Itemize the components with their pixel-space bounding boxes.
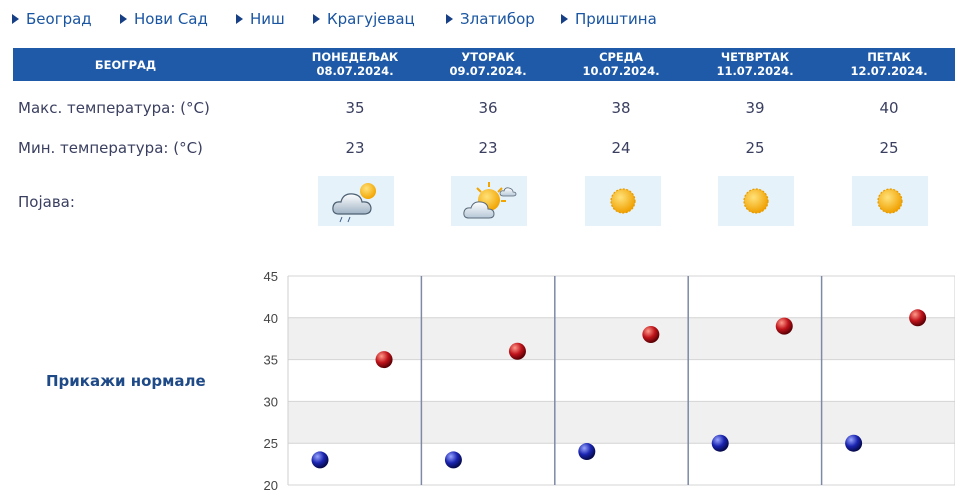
max-temp-value: 39 [745, 99, 765, 117]
header-day-4: ЧЕТВРТАК 11.07.2024. [689, 50, 821, 78]
min-temp-label: Мин. температура: (°C) [18, 139, 203, 157]
max-temp-value: 36 [478, 99, 498, 117]
chart-band [288, 359, 955, 402]
sun-icon [877, 188, 903, 214]
max-temp-point [775, 317, 793, 335]
max-temp-value: 35 [345, 99, 365, 117]
weather-tile [318, 176, 394, 226]
min-temp-value: 25 [745, 139, 765, 157]
max-temp-point [642, 326, 660, 344]
day-name: СРЕДА [599, 50, 643, 64]
chart-points [311, 309, 927, 469]
forecast-header: БЕОГРАД ПОНЕДЕЉАК 08.07.2024. УТОРАК 09.… [13, 48, 955, 81]
max-temp-point [375, 351, 393, 369]
sun-cloud-icon [463, 182, 517, 219]
city-link-beograd[interactable]: Београд [12, 8, 92, 30]
city-link-zlatibor[interactable]: Златибор [446, 8, 535, 30]
max-temp-point [508, 342, 526, 360]
show-normals-button[interactable]: Прикажи нормале [46, 372, 206, 390]
y-tick-label: 40 [264, 311, 278, 326]
header-day-2: УТОРАК 09.07.2024. [422, 50, 554, 78]
day-name: УТОРАК [461, 50, 515, 64]
weather-tile [718, 176, 794, 226]
chart-bands [288, 276, 955, 485]
city-link-label: Крагујевац [327, 10, 415, 28]
chart-band [288, 276, 955, 318]
min-temp-point [711, 434, 729, 452]
day-date: 09.07.2024. [449, 64, 527, 78]
y-tick-label: 25 [264, 436, 278, 451]
city-link-label: Приштина [575, 10, 657, 28]
y-tick-label: 30 [264, 394, 278, 409]
min-temp-point [578, 443, 596, 461]
header-day-3: СРЕДА 10.07.2024. [555, 50, 687, 78]
chart-band [288, 317, 955, 360]
min-temp-value: 25 [879, 139, 899, 157]
cloud-rain-sun-icon [332, 183, 376, 223]
day-name: ЧЕТВРТАК [720, 50, 790, 64]
min-temp-point [444, 451, 462, 469]
min-temp-value: 24 [611, 139, 631, 157]
y-tick-label: 45 [264, 269, 278, 284]
sun-icon [743, 188, 769, 214]
arrow-right-icon [561, 14, 568, 24]
y-tick-label: 20 [264, 478, 278, 493]
day-date: 12.07.2024. [850, 64, 928, 78]
day-name: ПОНЕДЕЉАК [311, 50, 399, 64]
min-temp-value: 23 [478, 139, 498, 157]
min-temp-point [845, 434, 863, 452]
min-temp-point [311, 451, 329, 469]
weather-tile [585, 176, 661, 226]
city-link-label: Нови Сад [134, 10, 208, 28]
chart-gridlines [287, 275, 955, 486]
chart-band [288, 443, 955, 485]
max-temp-value: 38 [611, 99, 631, 117]
max-temp-point [909, 309, 927, 327]
city-link-novi-sad[interactable]: Нови Сад [120, 8, 208, 30]
chart-y-axis: 45 40 35 30 25 20 [264, 269, 278, 493]
max-temp-value: 40 [879, 99, 899, 117]
city-link-label: Ниш [250, 10, 285, 28]
header-city-name: БЕОГРАД [94, 57, 157, 72]
day-name: ПЕТАК [867, 50, 911, 64]
weather-tile [451, 176, 527, 226]
arrow-right-icon [446, 14, 453, 24]
day-date: 08.07.2024. [316, 64, 394, 78]
city-link-label: Београд [26, 10, 92, 28]
max-temp-label: Макс. температура: (°C) [18, 99, 210, 117]
arrow-right-icon [236, 14, 243, 24]
day-date: 10.07.2024. [582, 64, 660, 78]
city-link-label: Златибор [460, 10, 535, 28]
city-link-kragujevac[interactable]: Крагујевац [313, 8, 415, 30]
temperature-chart: 45 40 35 30 25 20 [264, 269, 955, 493]
header-day-5: ПЕТАК 12.07.2024. [823, 50, 955, 78]
phenomenon-label: Појава: [18, 193, 75, 211]
day-date: 11.07.2024. [716, 64, 794, 78]
city-link-pristina[interactable]: Приштина [561, 8, 657, 30]
min-temp-value: 23 [345, 139, 365, 157]
arrow-right-icon [313, 14, 320, 24]
header-day-1: ПОНЕДЕЉАК 08.07.2024. [289, 50, 421, 78]
y-tick-label: 35 [264, 353, 278, 368]
arrow-right-icon [12, 14, 19, 24]
weather-tile [852, 176, 928, 226]
city-link-nis[interactable]: Ниш [236, 8, 285, 30]
arrow-right-icon [120, 14, 127, 24]
chart-band [288, 401, 955, 444]
sun-icon [610, 188, 636, 214]
